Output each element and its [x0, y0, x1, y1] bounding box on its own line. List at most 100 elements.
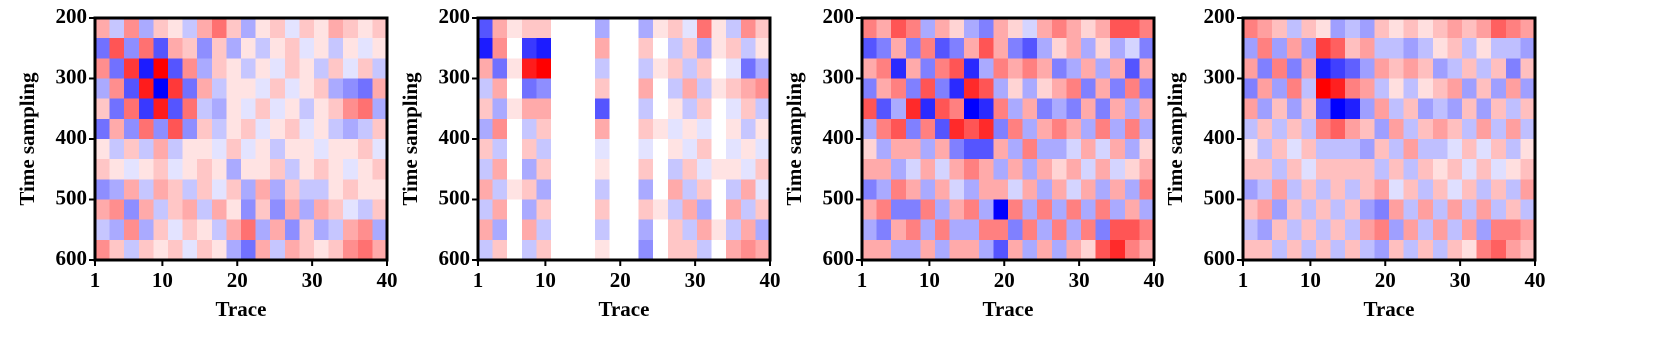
heat-cell	[978, 118, 994, 140]
heat-cell	[1505, 78, 1521, 100]
heat-cell	[1124, 98, 1140, 120]
heat-cell	[1243, 179, 1259, 200]
heat-cell	[667, 98, 683, 120]
heat-cell	[299, 98, 315, 120]
heat-cell	[299, 239, 315, 261]
heat-cell	[1008, 38, 1024, 59]
heat-cell	[1491, 199, 1507, 221]
heat-cell	[1330, 159, 1346, 180]
heat-cell	[920, 199, 936, 221]
heat-cell	[343, 139, 359, 160]
heat-cell	[697, 58, 713, 79]
heat-cell	[1243, 58, 1259, 79]
heat-cell	[241, 118, 257, 140]
heat-cell	[1374, 78, 1390, 100]
heat-cell	[95, 199, 111, 221]
x-tick-label: 30	[685, 268, 706, 292]
x-tick-label: 30	[1450, 268, 1471, 292]
heat-cell	[740, 98, 756, 120]
heat-cell	[226, 199, 242, 221]
heat-cell	[1374, 159, 1390, 180]
heat-cell	[1110, 159, 1126, 180]
heat-cell	[862, 239, 878, 261]
heat-cell	[270, 199, 286, 221]
heat-cell	[255, 78, 271, 100]
heat-cell	[1051, 199, 1067, 221]
heat-cell	[357, 219, 373, 241]
heat-cell	[226, 58, 242, 79]
heat-cell	[638, 139, 654, 160]
heat-cell	[993, 139, 1009, 160]
heat-cell	[1037, 118, 1053, 140]
heat-cell	[226, 219, 242, 241]
heat-cell	[1124, 159, 1140, 180]
heat-cell	[624, 139, 640, 160]
heat-cell	[726, 239, 742, 261]
heat-cell	[609, 58, 625, 79]
heat-cell	[1462, 98, 1478, 120]
heat-cell	[372, 179, 388, 200]
heat-cell	[95, 219, 111, 241]
y-tick-label: 200	[56, 4, 88, 28]
heat-cell	[226, 18, 242, 39]
heat-cell	[1139, 239, 1155, 261]
heat-cell	[740, 78, 756, 100]
heat-cell	[1389, 38, 1405, 59]
heat-cell	[920, 38, 936, 59]
heat-cell	[653, 139, 669, 160]
heat-cell	[609, 18, 625, 39]
heat-cell	[1081, 58, 1097, 79]
heat-cell	[711, 239, 727, 261]
heat-cell	[1520, 139, 1536, 160]
heat-cell	[270, 118, 286, 140]
heat-cell	[624, 179, 640, 200]
heat-cell	[1066, 58, 1082, 79]
heat-cell	[638, 179, 654, 200]
heat-cell	[1505, 98, 1521, 120]
heat-cell	[153, 219, 169, 241]
heat-cell	[1316, 239, 1332, 261]
heat-cell	[1095, 58, 1111, 79]
heat-cell	[1418, 38, 1434, 59]
heat-cell	[697, 219, 713, 241]
heat-cell	[1418, 159, 1434, 180]
heat-cell	[1476, 98, 1492, 120]
heat-cell	[1505, 118, 1521, 140]
heat-cell	[1374, 118, 1390, 140]
heat-cell	[1491, 219, 1507, 241]
heat-cell	[1066, 219, 1082, 241]
heat-cell	[1037, 239, 1053, 261]
heat-cell	[507, 159, 523, 180]
heat-cell	[1110, 179, 1126, 200]
heat-cell	[1345, 139, 1361, 160]
heat-cell	[507, 58, 523, 79]
heat-cell	[1008, 199, 1024, 221]
heat-cell	[697, 78, 713, 100]
heat-cell	[153, 159, 169, 180]
heat-cell	[1139, 38, 1155, 59]
heat-cell	[891, 219, 907, 241]
heat-cell	[1037, 199, 1053, 221]
heat-cell	[1462, 38, 1478, 59]
heat-cell	[876, 199, 892, 221]
heat-cell	[1124, 38, 1140, 59]
heat-cell	[949, 139, 965, 160]
x-tick-label: 1	[90, 268, 101, 292]
heat-cell	[1095, 239, 1111, 261]
heat-cell	[124, 219, 140, 241]
heat-cell	[653, 38, 669, 59]
heat-cell	[372, 139, 388, 160]
heat-cell	[95, 98, 111, 120]
heat-cell	[862, 118, 878, 140]
x-tick-label: 10	[535, 268, 556, 292]
heat-cell	[1330, 139, 1346, 160]
x-tick-label: 20	[227, 268, 248, 292]
heat-cell	[343, 18, 359, 39]
heat-cell	[507, 179, 523, 200]
heat-cell	[521, 239, 537, 261]
heat-cell	[1491, 38, 1507, 59]
heat-cell	[1462, 118, 1478, 140]
heat-cell	[862, 18, 878, 39]
heat-cell	[182, 219, 198, 241]
heat-cell	[682, 118, 698, 140]
